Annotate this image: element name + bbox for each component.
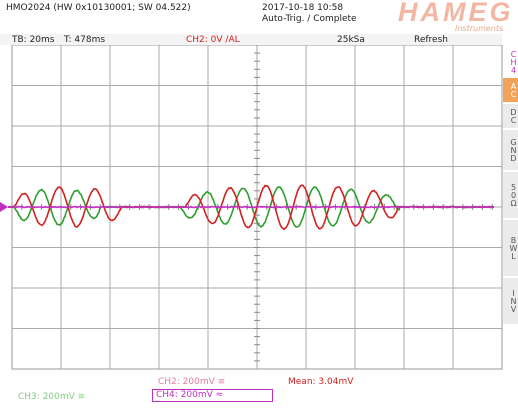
coupling-ac[interactable]: AC	[503, 78, 518, 103]
ch2-scale: CH2: 200mV ≅	[158, 377, 225, 387]
ch4-trace	[8, 207, 494, 208]
sidebar: CH4 AC DC GND 50Ω BWL INV	[503, 34, 518, 374]
mean-measurement: Mean: 3.04mV	[288, 377, 353, 387]
timebase: TB: 20ms	[12, 35, 54, 45]
acq-mode: Refresh	[414, 35, 448, 45]
invert[interactable]: INV	[503, 278, 518, 325]
channel-label: CH4	[503, 48, 518, 77]
coupling-dc[interactable]: DC	[503, 104, 518, 129]
bandwidth-limit[interactable]: BWL	[503, 220, 518, 277]
sample-rate: 25kSa	[337, 35, 365, 45]
brand-sub: Instruments	[455, 24, 503, 33]
coupling-gnd[interactable]: GND	[503, 130, 518, 171]
trigger-time: T: 478ms	[64, 35, 105, 45]
model: HMO2024 (HW 0x10130001; SW 04.522)	[6, 3, 191, 13]
trigger: CH2: 0V /AL	[186, 35, 240, 45]
ch4-scale[interactable]: CH4: 200mV ≈	[152, 389, 273, 402]
datetime: 2017-10-18 10:58	[262, 3, 343, 13]
trigger-marker	[0, 202, 8, 212]
status: Auto-Trig. / Complete	[262, 14, 357, 24]
scope-screen: HMO2024 (HW 0x10130001; SW 04.522) 2017-…	[0, 0, 518, 411]
graticule	[0, 45, 503, 375]
ch3-scale: CH3: 200mV ≅	[18, 392, 85, 402]
impedance[interactable]: 50Ω	[503, 172, 518, 219]
